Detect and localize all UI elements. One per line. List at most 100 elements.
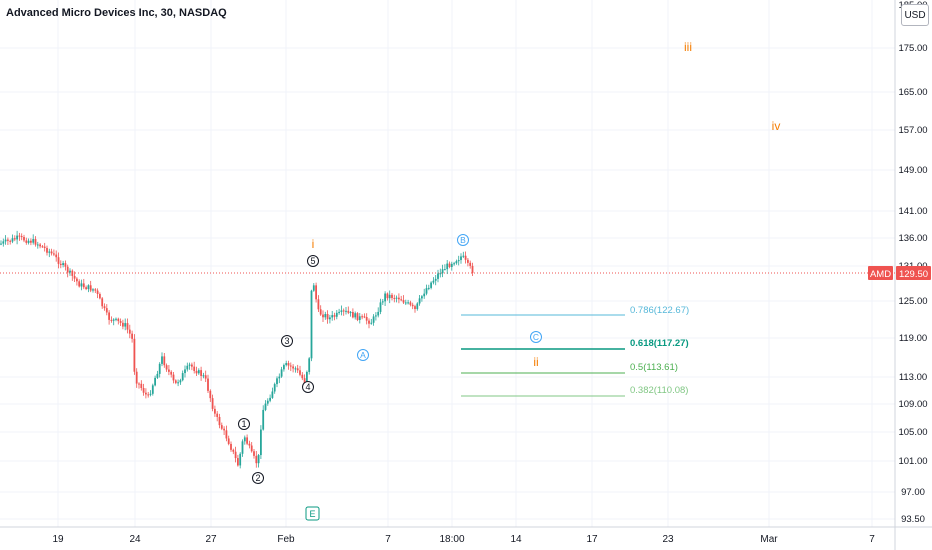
candlestick-series (0, 230, 474, 469)
time-tick: 7 (869, 534, 875, 545)
candle-body (386, 293, 389, 299)
candle-body (317, 299, 320, 310)
candle-body (101, 298, 104, 307)
candle-body (170, 371, 173, 375)
candle-body (211, 398, 214, 409)
candle-body (248, 443, 251, 446)
candle-body (36, 244, 39, 246)
candle-body (149, 393, 152, 395)
price-tick: 101.00 (898, 456, 927, 467)
candle-body (310, 290, 313, 359)
candle-body (237, 458, 239, 466)
candle-body (66, 266, 69, 273)
candle-body (322, 314, 324, 318)
candle-body (133, 338, 136, 372)
candle-body (315, 285, 317, 300)
currency-button[interactable]: USD (901, 4, 929, 26)
candle-body (138, 383, 140, 385)
price-axis[interactable]: 185.00 175.00 165.00 157.00 149.00 141.0… (898, 0, 927, 525)
corrective-wave-labels[interactable]: A B C (357, 234, 542, 361)
candle-body (441, 269, 444, 274)
candle-body (18, 235, 21, 237)
candle-body (117, 318, 120, 322)
candle-body (89, 285, 92, 291)
time-tick: 27 (205, 534, 217, 545)
candle-body (296, 368, 299, 371)
candle-body (469, 262, 472, 266)
candle-body (13, 238, 16, 240)
time-tick: 19 (52, 534, 64, 545)
candle-body (0, 243, 2, 245)
candle-body (301, 374, 304, 379)
time-tick: Mar (760, 534, 778, 545)
candle-body (184, 369, 186, 374)
candle-body (262, 409, 265, 430)
candle-body (347, 310, 350, 313)
candle-body (191, 364, 193, 367)
time-tick: 17 (586, 534, 598, 545)
price-tick: 105.00 (898, 427, 927, 438)
candle-body (372, 316, 375, 323)
wave-5-label: 5 (310, 256, 315, 266)
wave-2-label: 2 (255, 473, 260, 483)
candle-body (115, 318, 117, 320)
candle-body (59, 263, 62, 266)
candle-body (92, 289, 94, 291)
price-badge (896, 266, 931, 280)
candle-body (460, 256, 462, 261)
candle-body (2, 241, 5, 244)
candle-body (409, 302, 412, 305)
candle-body (349, 312, 352, 314)
candle-body (434, 278, 437, 281)
candle-body (388, 294, 391, 299)
candle-body (418, 298, 421, 304)
candle-body (179, 380, 182, 383)
candle-body (381, 301, 384, 303)
candle-body (273, 384, 276, 392)
candle-body (414, 306, 416, 310)
candle-body (103, 306, 106, 309)
fibonacci-retracement[interactable]: 0.786(122.67) 0.618(117.27) 0.5(113.61) … (461, 305, 689, 397)
candle-body (57, 257, 60, 264)
candle-body (340, 310, 343, 312)
candle-body (411, 304, 414, 307)
candle-body (94, 289, 97, 291)
wave-5-circle (307, 255, 319, 267)
price-tick: 113.00 (899, 372, 927, 383)
candle-body (197, 370, 200, 374)
candle-body (27, 240, 30, 243)
candle-body (30, 240, 32, 243)
candle-body (271, 391, 274, 398)
candle-body (209, 390, 212, 399)
candle-body (437, 273, 439, 279)
e-box-label[interactable]: E (305, 506, 320, 521)
degree-wave-labels[interactable]: i ii iii iv (312, 40, 781, 369)
wave-3-circle (281, 335, 293, 347)
time-axis[interactable]: 19 24 27 Feb 7 18:00 14 17 23 Mar 7 (52, 534, 875, 545)
candle-body (384, 293, 386, 302)
last-price-badge[interactable]: AMD 129.50 (868, 266, 931, 280)
candle-body (32, 239, 35, 243)
candle-body (62, 263, 64, 266)
candle-body (99, 293, 101, 299)
candle-body (41, 246, 44, 248)
candle-body (283, 365, 285, 370)
wave-4-circle (302, 381, 314, 393)
candle-body (96, 290, 99, 294)
candle-body (43, 246, 46, 248)
candle-body (276, 378, 278, 385)
candle-body (368, 320, 370, 324)
impulse-wave-labels[interactable]: 1 2 3 4 5 (238, 255, 319, 484)
candle-body (400, 299, 403, 301)
price-tick: 175.00 (898, 43, 927, 54)
candle-body (324, 314, 327, 318)
candle-body (223, 428, 225, 431)
candle-body (147, 394, 150, 396)
candle-body (363, 316, 366, 318)
candle-body (439, 273, 442, 275)
candle-body (110, 319, 113, 321)
wave-3-label: 3 (284, 336, 289, 346)
candle-body (391, 294, 393, 298)
candle-body (220, 425, 223, 429)
